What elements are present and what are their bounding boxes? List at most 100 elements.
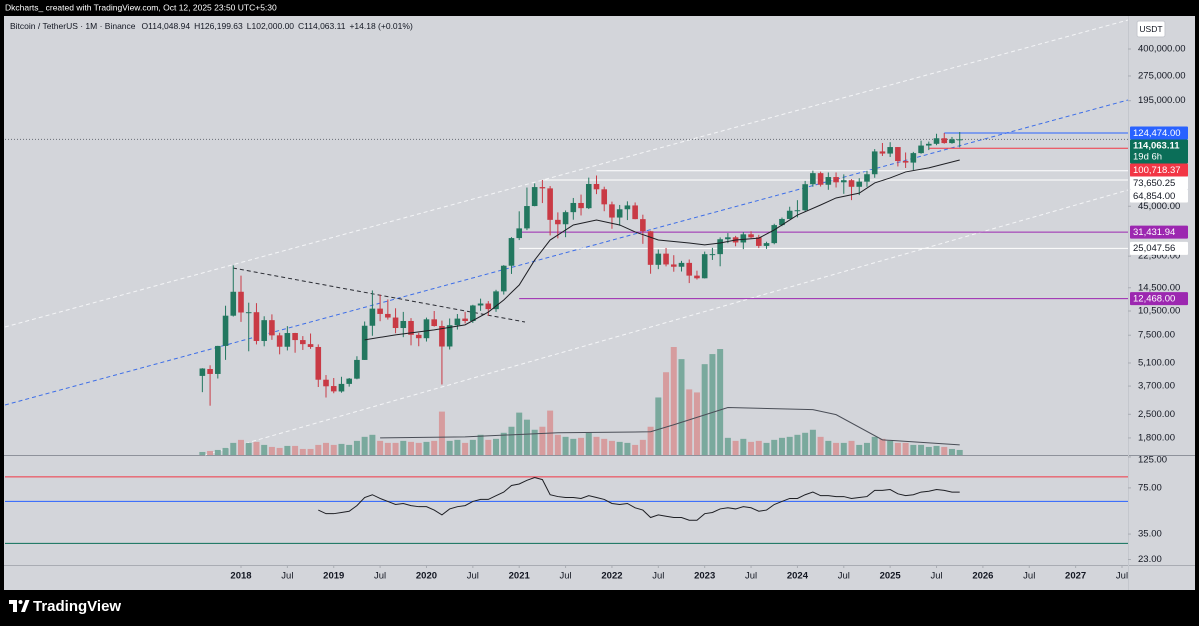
candle-body: [616, 209, 623, 218]
volume-bar: [423, 441, 430, 455]
candle-body: [238, 291, 244, 313]
candle-body: [701, 254, 708, 279]
candle-body: [253, 312, 260, 341]
candle-body: [825, 177, 832, 185]
candle-body: [771, 225, 778, 244]
price-tag: [1130, 241, 1188, 255]
x-tick-label: Jul: [281, 571, 293, 582]
ohlc-key: H: [194, 21, 200, 31]
volume-bar: [670, 347, 677, 455]
x-tick-label: 2023: [694, 571, 715, 582]
price-tag-label: 64,854.00: [1133, 191, 1175, 202]
x-tick-label: Jul: [467, 571, 479, 582]
volume-bar: [222, 447, 229, 455]
volume-bar: [802, 432, 809, 455]
volume-bar: [933, 445, 940, 455]
candle-body: [230, 291, 237, 316]
volume-bar: [299, 448, 306, 455]
candle-body: [516, 228, 523, 239]
candle-body: [725, 237, 731, 240]
volume-bar: [786, 436, 793, 455]
volume-bar: [292, 445, 299, 455]
candle-body: [740, 234, 747, 243]
volume-bar: [639, 439, 646, 455]
candle-body: [632, 205, 638, 220]
candle-body: [547, 188, 553, 220]
candle-body: [895, 147, 901, 162]
candle-body: [269, 320, 275, 336]
candle-body: [647, 231, 654, 265]
candle-body: [323, 379, 329, 387]
candle-body: [500, 265, 507, 292]
volume-bar: [763, 442, 770, 455]
x-tick-label: Jul: [745, 571, 757, 582]
candle-body: [655, 253, 662, 265]
channel-middle: [4, 99, 1129, 406]
candle-body: [292, 332, 298, 341]
y-tick-label: 22,500.00: [1138, 251, 1180, 262]
volume-bar: [384, 442, 391, 455]
candle-body: [446, 325, 453, 347]
candle-body: [678, 262, 685, 267]
candle-body: [918, 145, 924, 154]
volume-bar: [578, 437, 585, 455]
candle-body: [300, 340, 306, 345]
rsi-tick-label: 23.00: [1138, 554, 1162, 565]
price-tag: [1130, 126, 1188, 140]
candle-body: [415, 334, 422, 339]
volume-bar: [948, 448, 955, 455]
volume-bar: [794, 434, 801, 455]
currency-box[interactable]: [1136, 20, 1166, 38]
chart-background: [4, 16, 1195, 590]
ohlc-key: L: [247, 21, 252, 31]
y-tick-label: 1,800.00: [1138, 432, 1175, 443]
candle-body: [686, 262, 693, 276]
candle-body: [470, 305, 476, 321]
volume-bar: [284, 445, 291, 455]
volume-bar: [902, 442, 909, 455]
volume-bar: [686, 389, 693, 455]
volume-bar: [431, 440, 438, 455]
volume-bar: [276, 447, 283, 455]
volume-bar: [941, 446, 948, 455]
volume-bar: [817, 436, 824, 455]
ohlc-value: 102,000.00: [251, 21, 294, 31]
volume-ma: [380, 407, 960, 446]
volume-bar: [616, 441, 623, 455]
candle-body: [539, 187, 546, 189]
volume: [199, 347, 963, 455]
volume-bar: [500, 432, 507, 455]
ohlc-value: 114,063.11: [304, 21, 346, 31]
volume-bar: [346, 444, 353, 455]
candle-body: [524, 206, 530, 229]
candle-body: [864, 174, 870, 182]
price-tag: [1130, 139, 1188, 164]
footer-brand: TradingView: [33, 598, 121, 615]
volume-bar: [748, 441, 755, 455]
candle-body: [578, 202, 584, 209]
rsi-line: [318, 477, 960, 521]
x-tick-label: 2018: [230, 571, 251, 582]
volume-bar: [709, 354, 716, 455]
candle-body: [887, 147, 893, 154]
candle-body: [794, 210, 801, 212]
price-tag-label: 31,431.94: [1133, 227, 1175, 238]
volume-bar: [554, 434, 561, 455]
y-tick-label: 14,500.00: [1138, 282, 1180, 293]
volume-bar: [570, 438, 577, 455]
x-tick-label: Jul: [374, 571, 386, 582]
volume-bar: [601, 438, 608, 455]
rsi-tick-label: 75.00: [1138, 482, 1162, 493]
candle-body: [902, 161, 909, 163]
candle-body: [925, 143, 932, 146]
candle-body: [717, 239, 723, 255]
volume-bar: [369, 434, 376, 455]
candle-body: [570, 202, 577, 213]
volume-bar: [469, 439, 476, 455]
price-tag-label: 114,063.11: [1133, 141, 1180, 152]
volume-bar: [338, 443, 345, 455]
axes: 2018 Jul 2019 Jul 2020 Jul 2021 Jul 2022 Jul 2023 J…: [230, 44, 1185, 582]
volume-bar: [415, 442, 422, 455]
candle-body: [555, 219, 561, 225]
